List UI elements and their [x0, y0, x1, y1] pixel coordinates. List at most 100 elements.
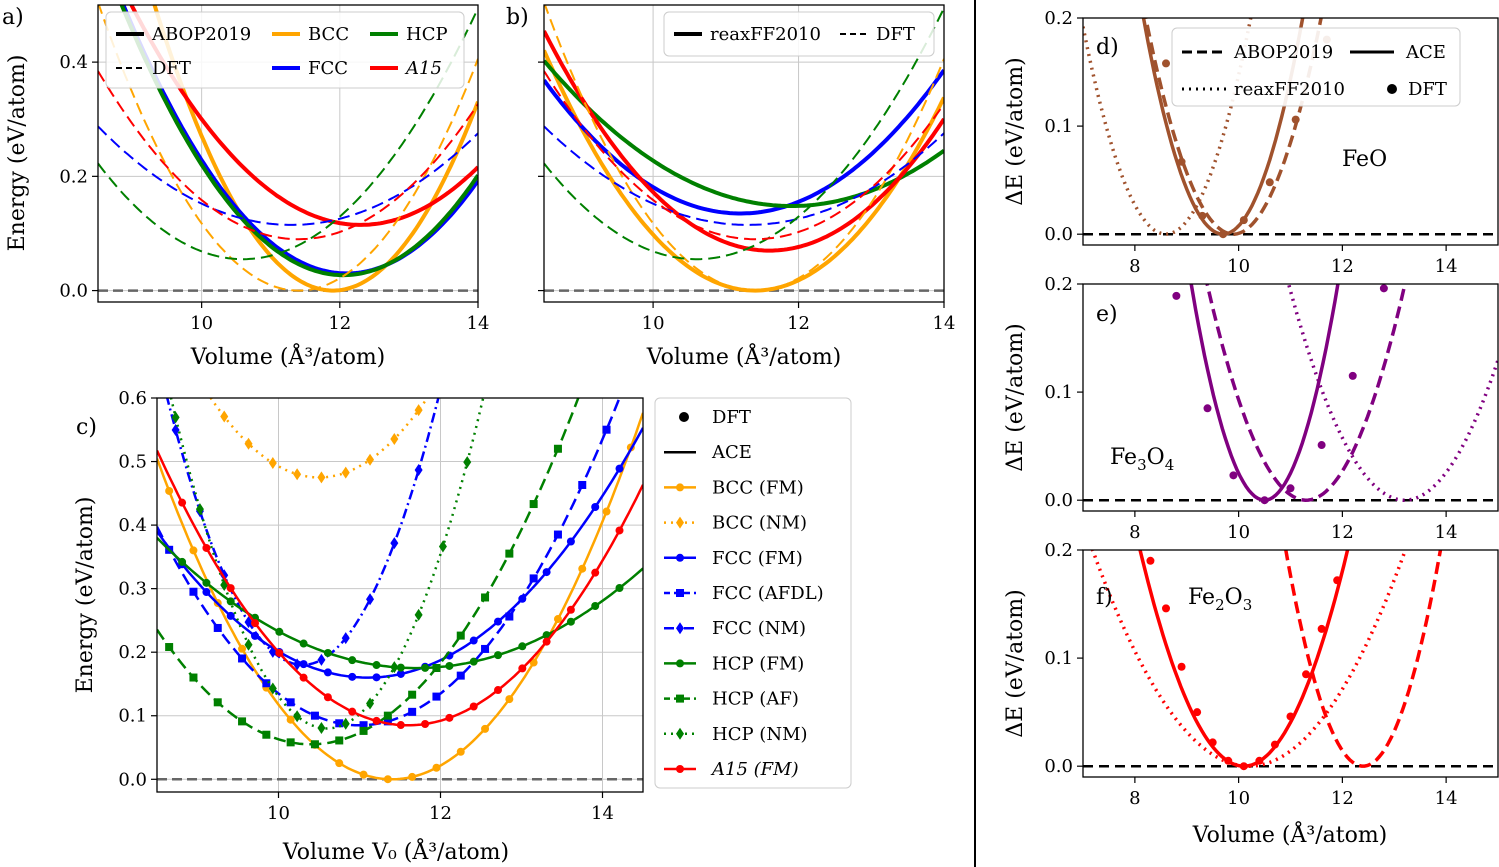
dft-point: [238, 644, 247, 653]
legend-marker: [676, 589, 684, 597]
dft-point: [341, 717, 350, 730]
legend-label: FCC (AFDL): [712, 583, 824, 604]
y-tick-label: 0.1: [118, 706, 147, 727]
panel-b: 10 12 14 Volume (Å³/atom) b) reaxFF2010 DFT: [506, 4, 955, 370]
dft-point: [469, 657, 478, 666]
dft-point: [529, 500, 538, 509]
panel-label: d): [1096, 35, 1119, 60]
x-tick-label: 10: [1227, 788, 1250, 809]
dft-point: [1177, 662, 1186, 671]
dft-point: [578, 480, 587, 489]
dft-point: [251, 631, 260, 640]
dft-point: [226, 611, 235, 620]
dft-point: [366, 453, 375, 466]
x-tick-label: 12: [328, 313, 351, 334]
legend-label: FCC (NM): [712, 618, 806, 639]
dft-point: [432, 664, 441, 673]
dft-point: [553, 615, 562, 624]
plot-area: [157, 398, 643, 784]
x-axis-label: Volume V₀ (Å³/atom): [282, 837, 509, 865]
legend: reaxFF2010 DFT: [663, 11, 935, 57]
y-tick-label: 0.5: [118, 452, 147, 473]
dft-point: [1162, 604, 1170, 613]
dft-point: [505, 695, 514, 704]
y-tick-label: 0.0: [118, 769, 147, 790]
panel-c: 10 12 14 0.0 0.1 0.2 0.3 0.4 0.5 0.6 Volume V₀ (Å³…: [73, 388, 852, 865]
y-tick-label: 0.6: [118, 388, 147, 409]
legend-label: BCC: [308, 24, 349, 45]
legend-label: DFT: [712, 407, 751, 428]
dft-point: [602, 425, 611, 434]
dft-point: [518, 642, 527, 651]
dft-point: [1193, 708, 1202, 717]
dft-point: [1291, 115, 1300, 124]
dft-point: [359, 726, 368, 735]
dft-point: [414, 404, 423, 417]
dft-point: [244, 638, 253, 651]
legend-label: ACE: [1405, 42, 1446, 63]
dft-point: [1379, 284, 1388, 293]
legend-marker: [676, 727, 684, 740]
series-line-ace: [1138, 550, 1350, 768]
y-tick-label: 0.0: [1044, 756, 1073, 777]
dft-point: [189, 673, 198, 682]
dft-point: [615, 464, 624, 473]
plot-area: [1083, 550, 1498, 771]
dft-point: [310, 711, 319, 720]
dft-point: [421, 663, 430, 672]
legend-marker: [676, 622, 684, 635]
dft-point: [348, 707, 357, 716]
dft-point: [317, 653, 326, 666]
y-axis-label: Energy (eV/atom): [73, 497, 98, 694]
dft-point: [286, 698, 295, 707]
dft-point: [396, 669, 405, 678]
dft-point: [202, 543, 211, 552]
series-line-fcc-nm-: [165, 398, 440, 667]
dft-point: [348, 672, 357, 681]
dft-point: [293, 468, 302, 481]
dft-point: [542, 631, 551, 640]
legend: ABOP2019 reaxFF2010 ACE DFT: [1171, 27, 1461, 107]
dft-point: [566, 617, 575, 626]
dft-point: [220, 569, 229, 582]
series-line-hcp: [544, 7, 944, 261]
dft-point: [1219, 230, 1228, 239]
series-line-abop2019: [1284, 550, 1443, 768]
panel-label: e): [1096, 302, 1118, 327]
legend-box: [663, 11, 935, 57]
legend-marker: [676, 659, 684, 668]
dft-point: [1270, 740, 1279, 749]
series-line-abop2019: [1144, 18, 1323, 236]
dft-point: [226, 597, 235, 606]
dft-point: [372, 661, 381, 670]
dft-point: [578, 564, 587, 573]
legend: DFT ACE BCC (FM) BCC (NM) FCC (FM) FCC (AFDL)…: [654, 397, 852, 789]
legend-label: DFT: [876, 24, 915, 45]
x-tick-label: 12: [1331, 522, 1354, 543]
dft-point: [293, 710, 302, 723]
dft-point: [323, 668, 332, 677]
dft-point: [238, 717, 247, 726]
dft-point: [456, 747, 465, 756]
panel-label: f): [1096, 585, 1113, 610]
legend: ABOP2019 DFT BCC FCC HCP A15: [105, 11, 465, 89]
dft-point: [275, 627, 284, 636]
panel-label: b): [506, 5, 529, 30]
dft-point: [1172, 291, 1181, 300]
dft-point: [456, 671, 465, 680]
dft-point: [372, 673, 381, 682]
dft-point: [408, 690, 417, 699]
dft-point: [195, 503, 204, 516]
x-tick-label: 12: [1331, 788, 1354, 809]
panel-a: 10 12 14 0.0 0.2 0.4 Volume (Å³/atom) Energy (e…: [2, 4, 489, 370]
series-line-bcc: [98, 5, 478, 292]
dft-point: [494, 651, 503, 660]
dft-point: [262, 730, 271, 739]
x-tick-label: 10: [642, 313, 665, 334]
dft-point: [317, 471, 326, 484]
dft-point: [359, 770, 368, 779]
dft-point: [553, 530, 562, 539]
dft-point: [1333, 576, 1342, 585]
dft-point: [469, 702, 478, 711]
x-tick-label: 14: [591, 803, 614, 824]
